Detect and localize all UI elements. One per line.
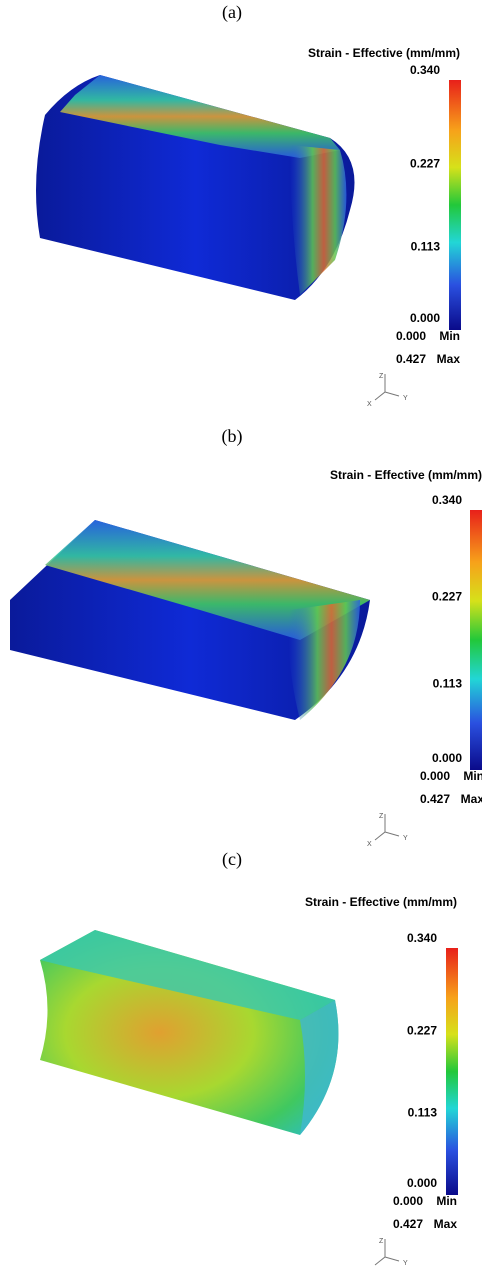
specimen-b bbox=[10, 520, 370, 720]
colorbar-tick-label: 0.113 bbox=[408, 1106, 438, 1120]
colorbar bbox=[446, 948, 458, 1195]
specimen-c bbox=[40, 930, 338, 1135]
colorbar-tick-label: 0.000 bbox=[407, 1176, 437, 1190]
colorbar-tick-label: 0.340 bbox=[432, 493, 462, 507]
axis-z-label: Z bbox=[379, 813, 384, 820]
legend-title: Strain - Effective (mm/mm) bbox=[330, 468, 482, 482]
max-value: 0.427 bbox=[420, 792, 450, 806]
colorbar-tick-label: 0.340 bbox=[407, 931, 437, 945]
legend-title: Strain - Effective (mm/mm) bbox=[308, 46, 460, 60]
max-value: 0.427 bbox=[396, 352, 426, 366]
colorbar-tick-label: 0.340 bbox=[410, 63, 440, 77]
specimen-a bbox=[36, 75, 355, 300]
axis-x bbox=[375, 832, 385, 840]
colorbar-tick-label: 0.113 bbox=[433, 676, 463, 690]
max-label: Max bbox=[437, 352, 461, 366]
colorbar-tick-label: 0.227 bbox=[407, 1023, 437, 1037]
colorbar-tick-label: 0.227 bbox=[432, 590, 462, 604]
max-label: Max bbox=[461, 792, 482, 806]
min-value: 0.000 bbox=[396, 329, 426, 343]
colorbar bbox=[470, 510, 482, 770]
legend-title: Strain - Effective (mm/mm) bbox=[305, 895, 457, 909]
colorbar-tick-label: 0.000 bbox=[432, 751, 462, 765]
min-value: 0.000 bbox=[420, 769, 450, 783]
axis-y-label: Y bbox=[403, 1260, 408, 1266]
colorbar-tick-label: 0.113 bbox=[411, 240, 441, 254]
panel-label: (c) bbox=[222, 849, 242, 870]
max-label: Max bbox=[434, 1217, 458, 1231]
axis-z-label: Z bbox=[379, 373, 384, 380]
panel-label: (a) bbox=[222, 2, 242, 23]
axis-x bbox=[375, 1257, 385, 1265]
axis-x-label: X bbox=[367, 841, 372, 848]
axis-z-label: Z bbox=[379, 1238, 384, 1245]
min-label: Min bbox=[439, 329, 460, 343]
axis-y bbox=[385, 1257, 399, 1261]
axis-x bbox=[375, 392, 385, 400]
min-label: Min bbox=[463, 769, 482, 783]
colorbar-tick-label: 0.227 bbox=[410, 156, 440, 170]
colorbar bbox=[449, 80, 461, 330]
min-value: 0.000 bbox=[393, 1194, 423, 1208]
colorbar-tick-label: 0.000 bbox=[410, 311, 440, 325]
panel-label: (b) bbox=[222, 426, 243, 447]
axis-y bbox=[385, 392, 399, 396]
axis-y-label: Y bbox=[403, 835, 408, 842]
min-label: Min bbox=[436, 1194, 457, 1208]
figure: (a) Strain - Effective (mm/mm) 0.340 0.227 0… bbox=[0, 0, 482, 1266]
max-value: 0.427 bbox=[393, 1217, 423, 1231]
axis-y-label: Y bbox=[403, 395, 408, 402]
axis-y bbox=[385, 832, 399, 836]
axis-x-label: X bbox=[367, 401, 372, 408]
